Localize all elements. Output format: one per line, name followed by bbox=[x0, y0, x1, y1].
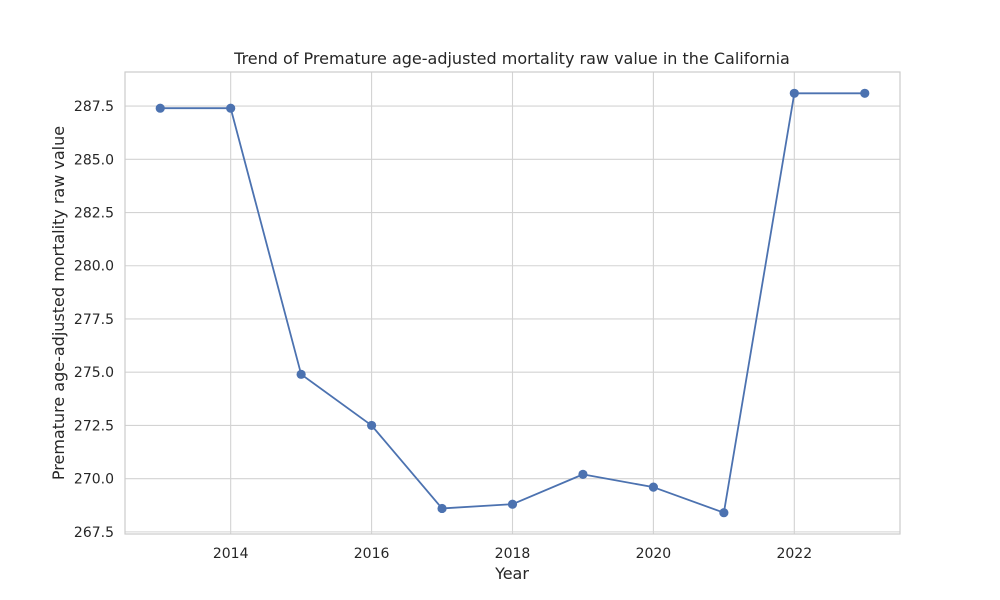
x-tick-label: 2014 bbox=[213, 546, 249, 562]
y-tick-label: 285.0 bbox=[74, 152, 114, 168]
y-tick-label: 287.5 bbox=[74, 99, 114, 115]
y-tick-label: 282.5 bbox=[74, 206, 114, 222]
chart-title: Trend of Premature age-adjusted mortalit… bbox=[233, 49, 790, 68]
y-tick-label: 270.0 bbox=[74, 472, 114, 488]
x-tick-label: 2022 bbox=[776, 546, 812, 562]
data-point bbox=[860, 88, 870, 98]
y-tick-label: 280.0 bbox=[74, 259, 114, 275]
data-point bbox=[366, 420, 377, 431]
data-point bbox=[719, 508, 729, 518]
series-group bbox=[155, 88, 870, 518]
x-axis-label: Year bbox=[494, 564, 529, 583]
data-point bbox=[789, 88, 799, 98]
data-point bbox=[578, 469, 588, 479]
data-point bbox=[437, 503, 447, 514]
y-tick-label: 272.5 bbox=[74, 418, 114, 434]
grid bbox=[125, 72, 900, 534]
y-axis-ticks: 267.5 270.0 272.5 275.0 277.5 280.0 282.5 285.0… bbox=[74, 99, 114, 541]
y-tick-label: 275.0 bbox=[74, 365, 114, 381]
y-tick-label: 277.5 bbox=[74, 312, 114, 328]
data-point bbox=[226, 103, 236, 113]
data-point bbox=[155, 103, 165, 113]
x-tick-label: 2020 bbox=[636, 546, 672, 562]
x-tick-label: 2016 bbox=[354, 546, 390, 562]
plot-frame bbox=[124, 71, 901, 535]
y-axis-label: Premature age-adjusted mortality raw val… bbox=[49, 126, 68, 480]
x-tick-label: 2018 bbox=[495, 546, 531, 562]
data-point bbox=[507, 499, 518, 509]
data-point bbox=[648, 482, 659, 492]
x-axis-ticks: 2014 2016 2018 2020 2022 bbox=[213, 546, 812, 562]
data-point bbox=[296, 369, 306, 379]
y-tick-label: 267.5 bbox=[74, 525, 114, 541]
